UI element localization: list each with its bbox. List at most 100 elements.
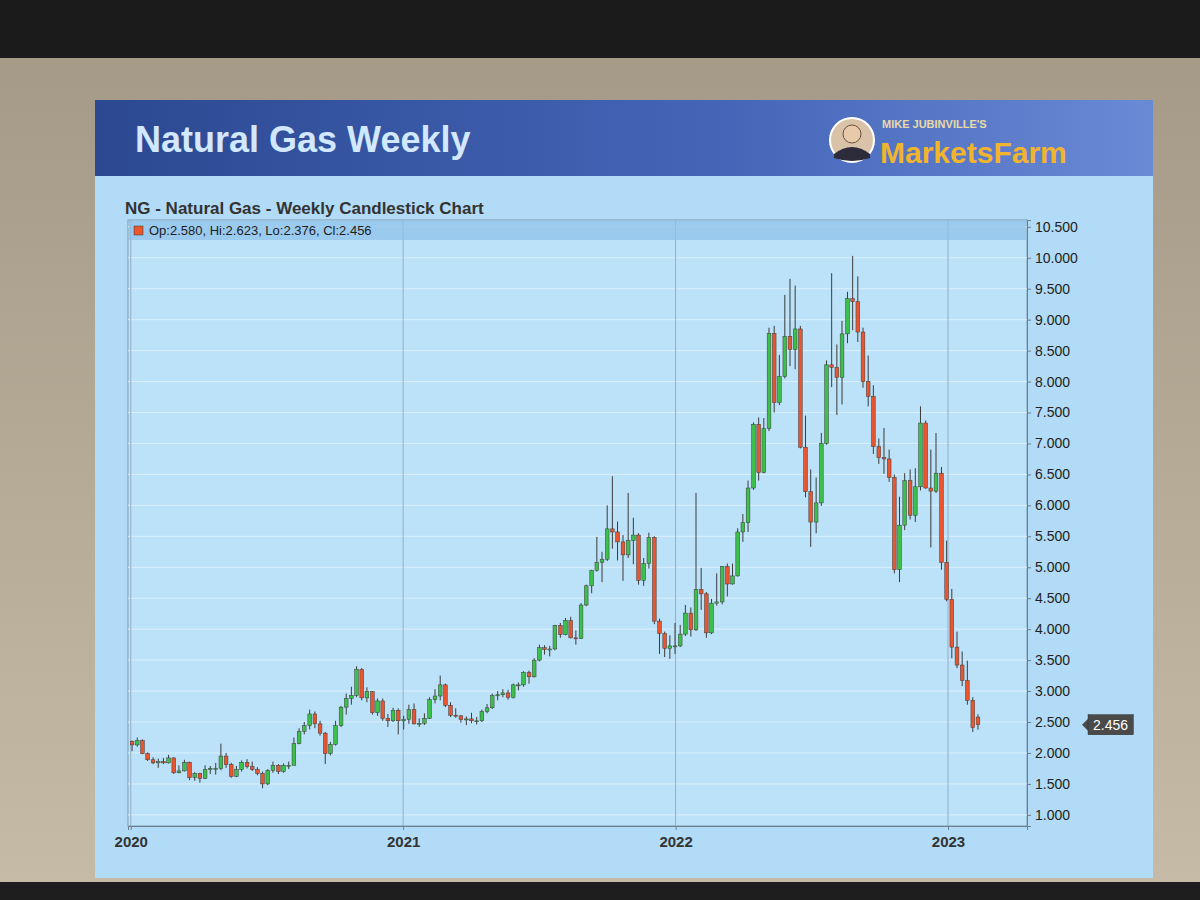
- candle-body: [752, 424, 756, 488]
- candle-body: [219, 756, 223, 768]
- y-tick-mark: [1027, 351, 1031, 352]
- candle-body: [725, 567, 729, 584]
- candle-body: [965, 681, 969, 701]
- y-tick-label: 1.000: [1035, 807, 1070, 823]
- candle-body: [543, 648, 547, 650]
- candle-body: [396, 710, 400, 721]
- y-tick-mark: [1027, 753, 1031, 754]
- candle-body: [454, 715, 458, 716]
- grid: [128, 220, 1027, 826]
- candle-body: [631, 535, 635, 541]
- y-tick-label: 9.000: [1035, 312, 1070, 328]
- candle-body: [490, 695, 494, 707]
- candle-body: [245, 762, 249, 766]
- brand-top: MIKE JUBINVILLE'S: [882, 118, 987, 130]
- candle-body: [365, 692, 369, 698]
- candle-body: [778, 377, 782, 403]
- y-tick: 6.000: [1027, 497, 1070, 513]
- candle-body: [976, 717, 980, 725]
- candle-body: [130, 741, 134, 745]
- candle-body: [736, 532, 740, 576]
- y-tick-label: 2.000: [1035, 745, 1070, 761]
- candle-body: [407, 710, 411, 720]
- candle-body: [302, 726, 306, 732]
- candle-wick: [466, 716, 467, 725]
- candle-body: [856, 302, 860, 332]
- candle-body: [470, 719, 474, 721]
- candle-body: [235, 770, 239, 777]
- logo-portrait: [830, 118, 874, 162]
- candle-body: [741, 523, 745, 532]
- candle-wick: [575, 630, 576, 644]
- candle-wick: [701, 568, 702, 610]
- candle-body: [574, 638, 578, 639]
- slide-body: [95, 100, 1153, 878]
- candle-body: [428, 700, 432, 719]
- candle-body: [694, 590, 698, 630]
- candle-body: [892, 478, 896, 570]
- candle-body: [183, 762, 187, 771]
- candle-body: [344, 698, 348, 707]
- candle-body: [798, 329, 802, 447]
- last-price-pointer: [1082, 719, 1088, 731]
- grid-line-y: [128, 629, 1027, 630]
- candle-wick: [831, 273, 832, 387]
- candle-body: [913, 487, 917, 515]
- candle-body: [564, 620, 568, 634]
- y-tick-mark: [1027, 320, 1031, 321]
- candle-body: [459, 716, 463, 720]
- x-tick-label: 2023: [932, 833, 965, 850]
- candle-body: [308, 714, 312, 726]
- candle-body: [433, 696, 437, 700]
- y-tick-label: 6.000: [1035, 497, 1070, 513]
- x-tick: 2023: [932, 826, 965, 850]
- candle-body: [590, 570, 594, 585]
- x-tick-mark: [676, 826, 677, 830]
- page-svg: Natural Gas WeeklyMIKE JUBINVILLE'SMarke…: [0, 0, 1200, 900]
- candle-body: [647, 538, 651, 564]
- candle-body: [871, 396, 875, 446]
- candle-body: [261, 773, 265, 784]
- candle-body: [877, 447, 881, 458]
- y-tick-mark: [1027, 413, 1031, 414]
- y-tick-mark: [1027, 258, 1031, 259]
- candle-body: [287, 765, 291, 766]
- candle-body: [579, 605, 583, 638]
- candle-body: [940, 473, 944, 562]
- candle-body: [386, 718, 390, 720]
- candle-body: [684, 613, 688, 634]
- candle-body: [250, 767, 254, 770]
- candle-body: [475, 721, 479, 722]
- candle-body: [851, 299, 855, 302]
- y-tick-mark: [1027, 443, 1031, 444]
- candle-body: [423, 718, 427, 723]
- grid-line-x: [947, 220, 948, 826]
- candle-body: [642, 564, 646, 581]
- y-tick: 9.000: [1027, 312, 1070, 328]
- candle-body: [710, 603, 714, 633]
- grid-line-y: [128, 598, 1027, 599]
- candle-body: [282, 765, 286, 771]
- candle-wick: [633, 518, 634, 564]
- candle-body: [908, 481, 912, 516]
- y-tick: 1.000: [1027, 807, 1070, 823]
- x-axis-line: [129, 827, 1028, 831]
- candle-body: [527, 672, 531, 676]
- chart-title: NG - Natural Gas - Weekly Candlestick Ch…: [125, 199, 484, 218]
- y-tick: 3.500: [1027, 652, 1070, 668]
- candle-body: [731, 576, 735, 584]
- candle-body: [757, 424, 761, 472]
- y-tick-label: 7.500: [1035, 404, 1070, 420]
- info-swatch: [134, 226, 143, 235]
- candle-body: [934, 473, 938, 491]
- candle-body: [371, 692, 375, 713]
- candle-body: [595, 562, 599, 570]
- candle-body: [846, 299, 850, 334]
- candle-body: [553, 625, 557, 649]
- candle-wick: [471, 713, 472, 724]
- y-tick-mark: [1027, 536, 1031, 537]
- candle-wick: [930, 450, 931, 548]
- candle-body: [522, 672, 526, 684]
- candle-body: [605, 529, 609, 559]
- page-root: Natural Gas WeeklyMIKE JUBINVILLE'SMarke…: [0, 0, 1200, 900]
